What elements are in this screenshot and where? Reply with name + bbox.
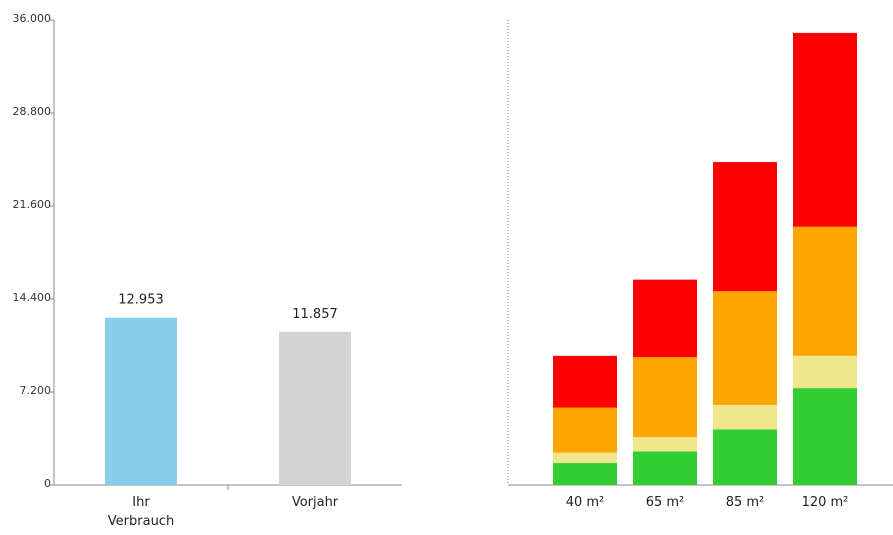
stacked-bar-segment	[713, 162, 777, 292]
stacked-bar-segment	[793, 32, 857, 227]
consumption-chart: 0 7.200 14.400 21.600 28.800 36.000 12.953 Ihr V…	[13, 12, 402, 529]
bar	[279, 331, 351, 485]
stacked-bar-segment	[553, 355, 617, 408]
stacked-bar-segment	[713, 404, 777, 430]
stacked-bar-segment	[793, 226, 857, 356]
stacked-bar-segment	[633, 437, 697, 452]
stacked-bar-segment	[633, 279, 697, 358]
y-tick-label: 28.800	[13, 105, 52, 118]
y-tick-label: 36.000	[13, 12, 52, 25]
comparison-chart: 40 m² 65 m² 85 m² 120 m²	[507, 20, 893, 510]
bar	[105, 317, 177, 485]
y-tick-label: 0	[44, 477, 51, 490]
stacked-bar-segment	[553, 463, 617, 485]
x-category-label: Ihr	[132, 495, 150, 510]
stacked-bar-segment	[553, 407, 617, 453]
stacked-bar-segment	[713, 429, 777, 485]
stacked-bar-segment	[793, 388, 857, 485]
stacked-bar-segment	[633, 451, 697, 485]
stacked-bar-segment	[553, 452, 617, 464]
x-category-label: 85 m²	[726, 495, 765, 510]
bar-value-label: 12.953	[118, 293, 164, 308]
x-category-label: Verbrauch	[108, 514, 174, 529]
y-tick-label: 7.200	[20, 384, 52, 397]
stacked-bar-segment	[633, 357, 697, 438]
x-category-label: 40 m²	[566, 495, 605, 510]
x-category-label: 120 m²	[802, 495, 849, 510]
x-category-label: Vorjahr	[292, 495, 339, 510]
stacked-bar-segment	[713, 291, 777, 405]
y-tick-label: 14.400	[13, 291, 52, 304]
x-category-label: 65 m²	[646, 495, 685, 510]
stacked-bar-segment	[793, 355, 857, 389]
bar-value-label: 11.857	[292, 307, 338, 322]
y-tick-label: 21.600	[13, 198, 52, 211]
